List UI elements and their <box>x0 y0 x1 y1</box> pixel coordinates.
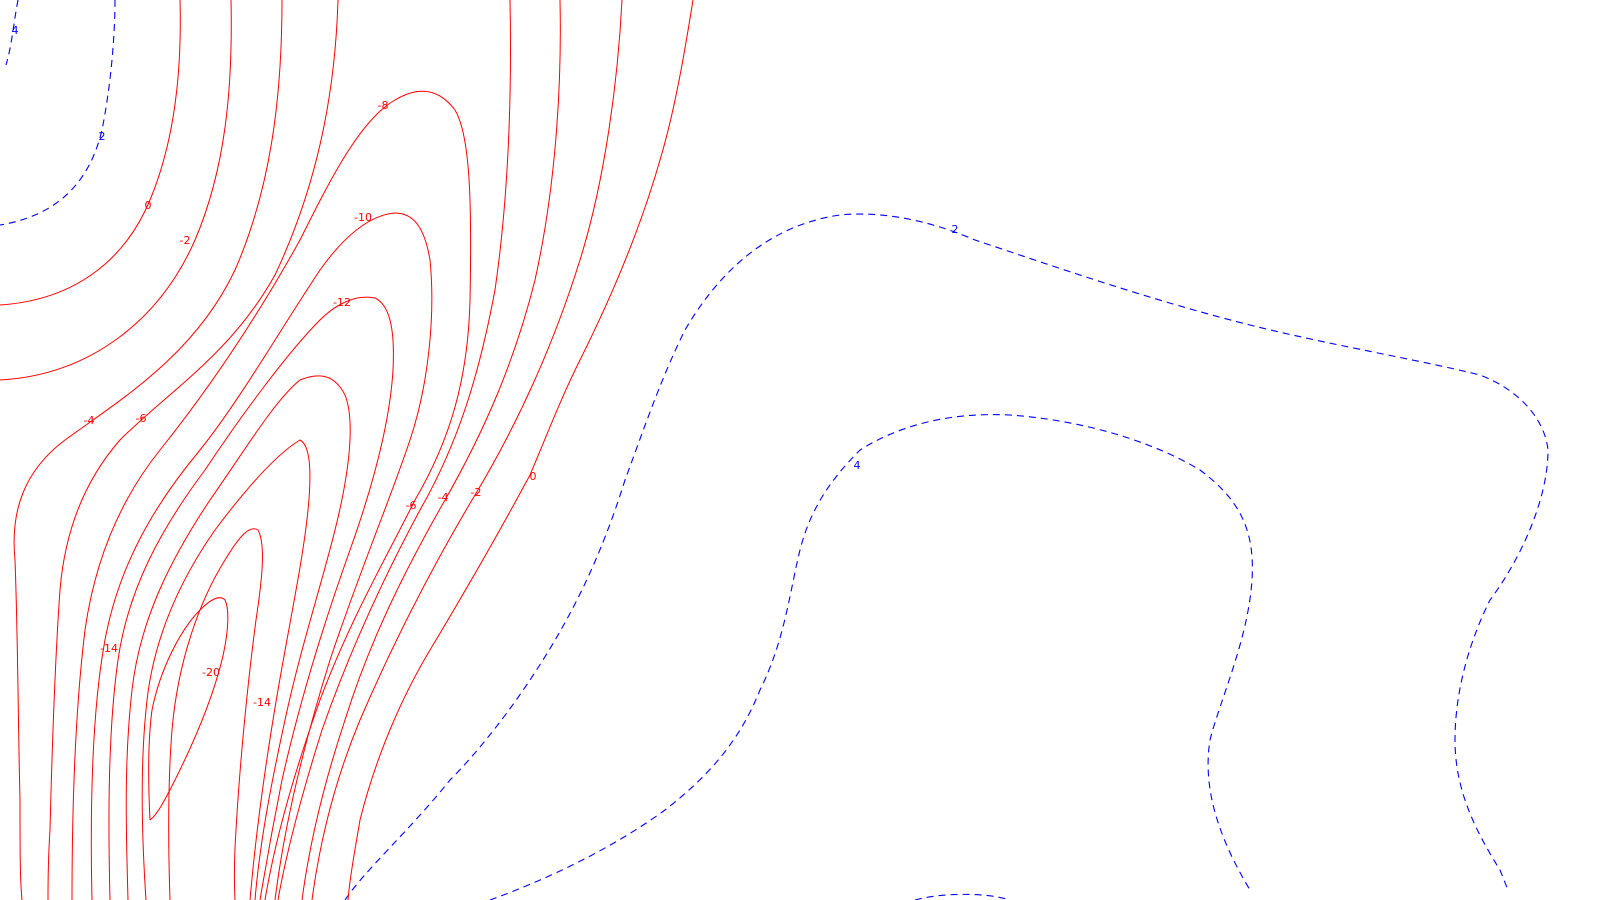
contour-line-pos-2-topleft <box>0 0 116 226</box>
contour-line-pos-4-topleft <box>5 0 19 66</box>
contour-label: -6 <box>406 499 417 512</box>
contour-line-neg6-main <box>277 0 511 900</box>
contour-label: -4 <box>438 491 449 504</box>
contour-line-neg4-left <box>13 0 283 900</box>
contour-line-neg4-main <box>301 0 561 900</box>
contour-label: -2 <box>471 486 482 499</box>
contour-line-pos-2-main <box>344 213 1549 900</box>
contour-label: 2 <box>99 130 106 143</box>
contour-label: 0 <box>145 199 152 212</box>
contour-label: -20 <box>202 666 220 679</box>
contour-line-neg8 <box>71 90 472 900</box>
contour-line-neg18 <box>168 528 263 900</box>
contour-label: -14 <box>253 696 271 709</box>
contour-line-neg2-main <box>311 0 623 900</box>
contour-label: -8 <box>378 99 389 112</box>
contour-label: -2 <box>180 234 191 247</box>
contour-line-0-upper <box>0 0 181 306</box>
contour-label: -10 <box>354 211 372 224</box>
contour-label: -12 <box>333 296 351 309</box>
contour-line-0-main <box>347 0 694 900</box>
contour-line-neg10 <box>90 212 433 900</box>
contour-line-neg6-left <box>47 0 339 900</box>
contour-label: 2 <box>952 223 959 236</box>
contour-label: 4 <box>854 459 861 472</box>
contour-label: 4 <box>12 24 19 37</box>
contour-line-pos-4-main <box>489 414 1253 900</box>
contour-line-neg14 <box>125 375 351 900</box>
contour-line-neg20 <box>148 597 229 821</box>
contour-label: 0 <box>530 470 537 483</box>
contour-label: -6 <box>136 412 147 425</box>
contour-line-neg2-upper <box>0 0 232 381</box>
contour-line-pos-4-bottom <box>914 893 1011 900</box>
contour-line-neg16 <box>141 439 311 900</box>
contour-label: -14 <box>100 642 118 655</box>
contour-line-neg12 <box>108 296 394 900</box>
contour-label: -4 <box>84 414 95 427</box>
